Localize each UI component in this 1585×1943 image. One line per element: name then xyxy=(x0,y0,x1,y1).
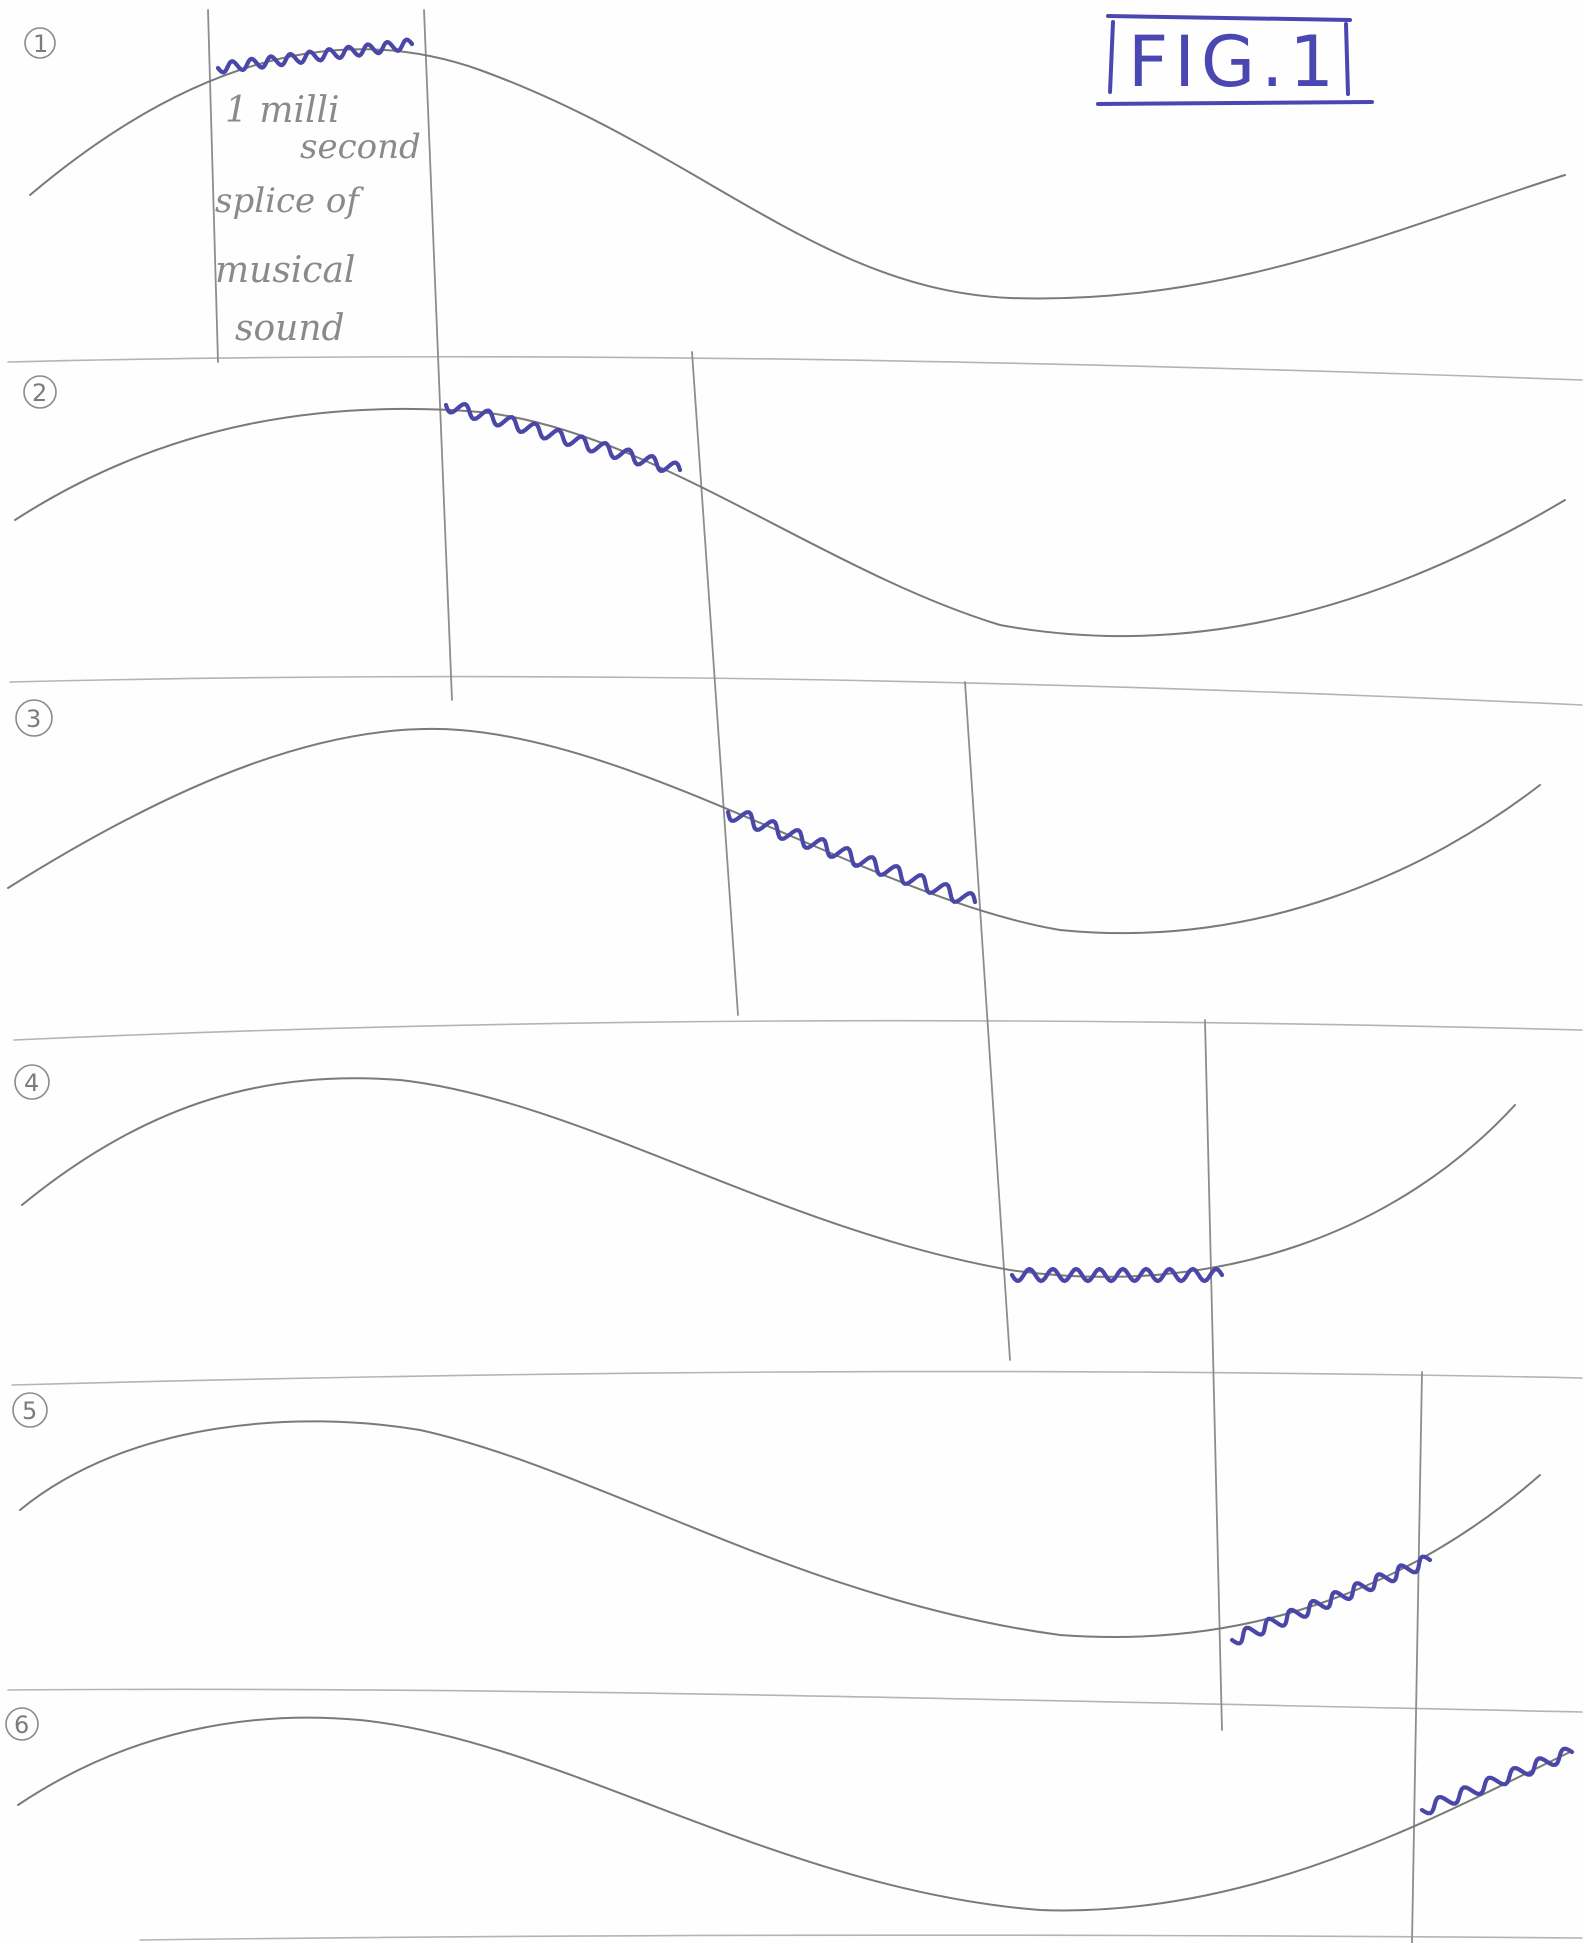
figure-label: FIG.1 xyxy=(1096,14,1374,106)
svg-text:1: 1 xyxy=(33,30,48,58)
panel-number-1: 1 xyxy=(24,27,56,59)
svg-text:6: 6 xyxy=(14,1711,29,1739)
separator-3-4 xyxy=(13,1019,1583,1041)
annotation-line-2: second xyxy=(300,127,421,167)
svg-text:5: 5 xyxy=(22,1397,37,1425)
boundary-b xyxy=(423,9,453,701)
splice-panel-6 xyxy=(1419,1746,1575,1816)
boundary-e xyxy=(1204,1019,1223,1731)
separator-bottom xyxy=(139,1934,1583,1941)
panel-separators xyxy=(7,355,1583,1941)
wave-panel-3 xyxy=(7,727,1541,935)
annotation-line-5: sound xyxy=(235,308,345,349)
sound-splices xyxy=(215,37,1575,1816)
panel-number-4: 4 xyxy=(14,1064,50,1100)
svg-text:4: 4 xyxy=(24,1069,39,1097)
splice-panel-4 xyxy=(1009,1266,1225,1284)
splice-panel-5 xyxy=(1229,1554,1433,1646)
splice-annotation: 1 milli second splice of musical sound xyxy=(215,90,421,349)
separator-4-5 xyxy=(11,1370,1583,1386)
wave-panel-6 xyxy=(17,1716,1571,1912)
separator-1-2 xyxy=(7,355,1583,381)
svg-text:3: 3 xyxy=(26,705,41,733)
annotation-line-4: musical xyxy=(215,250,355,291)
boundary-a xyxy=(207,9,219,363)
splice-panel-3 xyxy=(725,809,978,905)
panel-number-3: 3 xyxy=(15,699,53,737)
wave-panel-2 xyxy=(14,407,1566,637)
svg-text:2: 2 xyxy=(32,379,47,407)
splice-panel-2 xyxy=(443,402,683,473)
splice-boundaries xyxy=(207,9,1423,1943)
figure-label-text: FIG.1 xyxy=(1128,21,1340,103)
splice-panel-1 xyxy=(215,37,415,75)
separator-5-6 xyxy=(7,1688,1583,1713)
separator-2-3 xyxy=(9,675,1583,706)
wave-panel-4 xyxy=(21,1077,1516,1278)
boundary-f xyxy=(1411,1371,1423,1943)
annotation-line-3: splice of xyxy=(215,181,364,221)
panel-number-2: 2 xyxy=(23,375,57,409)
panel-number-5: 5 xyxy=(12,1392,48,1428)
boundary-d xyxy=(964,681,1011,1361)
annotation-line-1: 1 milli xyxy=(225,90,340,131)
panel-numbers: 1 2 3 4 5 6 xyxy=(5,27,57,1741)
panel-number-6: 6 xyxy=(5,1707,39,1741)
boundary-c xyxy=(691,351,739,1016)
